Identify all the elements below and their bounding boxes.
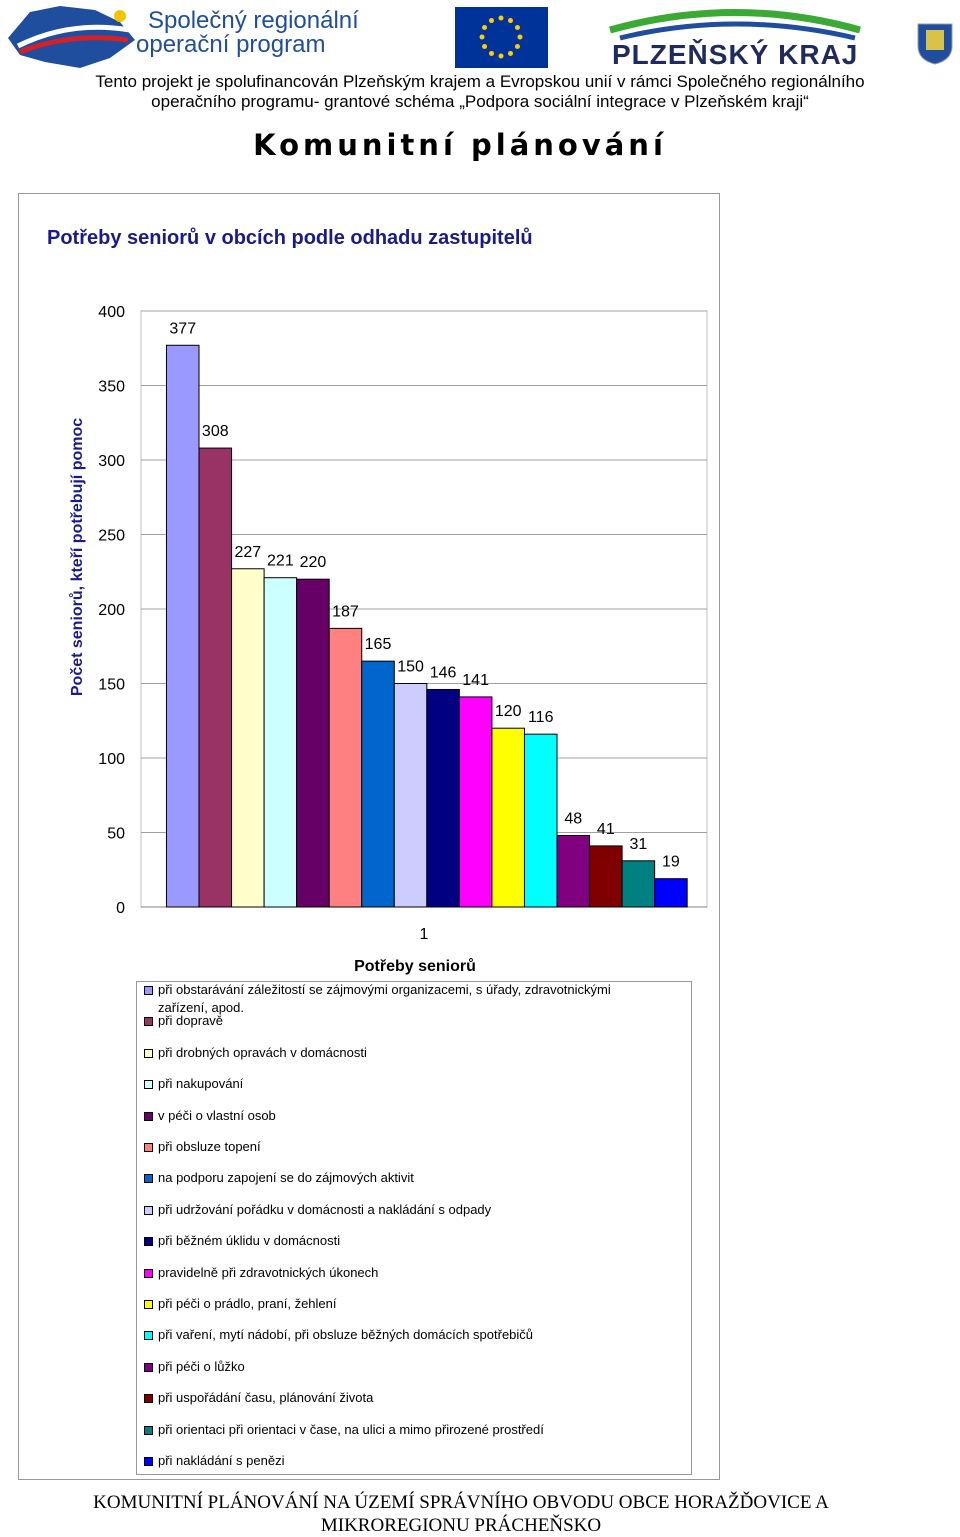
y-tick-label: 50 xyxy=(107,826,125,843)
funding-text: operačního programu- grantové schéma „Po… xyxy=(151,92,809,111)
bar xyxy=(556,834,591,908)
legend-label: při obsluze topení xyxy=(158,1139,261,1154)
y-tick-label: 400 xyxy=(98,304,125,321)
y-tick-label: 150 xyxy=(98,677,125,694)
legend-swatch xyxy=(144,1143,153,1152)
legend-swatch xyxy=(144,1268,153,1278)
footer-text: KOMUNITNÍ PLÁNOVÁNÍ NA ÚZEMÍ SPRÁVNÍHO O… xyxy=(93,1492,829,1513)
legend-swatch xyxy=(144,1111,153,1121)
plzen-logo: PLZEŇSKÝ KRAJ xyxy=(609,9,861,70)
legend-label: při dopravě xyxy=(158,1013,224,1029)
footer-text: MIKROREGIONU PRÁCHEŇSKO xyxy=(320,1515,602,1536)
logo-strip: Společný regionální operační program PLZ… xyxy=(8,6,953,70)
logo-text: PLZEŇSKÝ KRAJ xyxy=(612,39,858,70)
bar xyxy=(263,577,298,908)
legend-label: při vaření, mytí nádobí, při obsluze běž… xyxy=(158,1327,534,1343)
bar xyxy=(296,578,330,908)
logo-text: Společný regionální xyxy=(148,7,359,34)
value-label: 165 xyxy=(365,636,392,653)
value-label: 19 xyxy=(662,854,680,871)
y-tick-label: 0 xyxy=(116,900,125,917)
bar xyxy=(589,845,623,908)
chart-title: Potřeby seniorů v obcích podle odhadu za… xyxy=(47,227,533,249)
bar xyxy=(231,568,265,908)
bar xyxy=(523,733,558,908)
legend-label: při péči o prádlo, praní, žehlení xyxy=(158,1296,337,1311)
legend-swatch xyxy=(144,1237,153,1247)
legend-swatch xyxy=(144,1362,153,1372)
value-label: 308 xyxy=(202,423,229,440)
bar xyxy=(361,660,395,908)
legend-swatch xyxy=(144,1425,153,1435)
value-label: 187 xyxy=(332,603,359,620)
x-tick-label: 1 xyxy=(420,926,429,943)
y-tick-label: 250 xyxy=(98,528,125,545)
bar xyxy=(621,860,656,908)
value-label: 141 xyxy=(462,672,489,689)
bar xyxy=(165,344,200,908)
legend-swatch xyxy=(144,1080,153,1090)
value-label: 146 xyxy=(430,664,457,681)
value-label: 220 xyxy=(300,554,327,571)
value-label: 41 xyxy=(597,821,615,838)
value-label: 221 xyxy=(267,553,294,570)
legend-swatch xyxy=(144,1457,153,1466)
legend-label: pravidelně při zdravotnických úkonech xyxy=(158,1264,379,1280)
legend-label: při udržování pořádku v domácnosti a nak… xyxy=(158,1201,492,1217)
legend-label: při drobných opravách v domácnosti xyxy=(158,1044,367,1060)
legend-swatch xyxy=(144,1048,153,1058)
y-tick-label: 100 xyxy=(98,751,125,768)
legend-swatch xyxy=(144,1205,153,1215)
value-label: 48 xyxy=(564,810,582,827)
legend-swatch xyxy=(144,986,153,995)
legend-label: při nakupování xyxy=(158,1076,244,1092)
value-label: 120 xyxy=(495,703,522,720)
legend-label: při obstarávání záležitostí se zájmovými… xyxy=(158,982,611,1015)
legend-swatch xyxy=(144,1394,153,1404)
legend-label: při péči o lůžko xyxy=(158,1358,245,1374)
legend-swatch xyxy=(144,1300,153,1309)
y-axis-title: Počet seniorů, kteří potřebují pomoc xyxy=(69,418,86,696)
x-axis-title: Potřeby seniorů xyxy=(354,958,476,975)
legend-label: v péči o vlastní osob xyxy=(158,1107,276,1123)
legend-swatch xyxy=(144,1331,153,1341)
legend-swatch xyxy=(144,1017,153,1027)
value-label: 227 xyxy=(234,544,261,561)
coat-of-arms xyxy=(917,23,953,65)
document-title: Komunitní plánování xyxy=(253,128,667,162)
bar xyxy=(393,683,428,908)
legend-label: při orientaci při orientaci v čase, na u… xyxy=(158,1421,544,1437)
srop-logo: Společný regionální operační program xyxy=(8,6,359,68)
bar xyxy=(491,727,525,908)
legend-frame xyxy=(136,981,692,1475)
bar xyxy=(328,627,363,908)
logo-text: operační program xyxy=(136,31,325,58)
eu-flag xyxy=(455,7,548,68)
legend-label: při běžném úklidu v domácnosti xyxy=(158,1233,341,1249)
bar xyxy=(198,447,233,908)
bar xyxy=(426,688,460,908)
value-label: 116 xyxy=(528,709,554,726)
y-tick-label: 300 xyxy=(98,453,125,470)
bar xyxy=(654,878,688,908)
y-tick-label: 200 xyxy=(98,602,125,619)
bar xyxy=(458,696,493,908)
legend-label: na podporu zapojení se do zájmových akti… xyxy=(158,1170,414,1186)
legend-swatch xyxy=(144,1174,153,1184)
legend-label: při nakládání s penězi xyxy=(158,1453,285,1468)
legend-label: při uspořádání času, plánování života xyxy=(158,1390,374,1406)
value-label: 377 xyxy=(169,320,196,337)
value-label: 150 xyxy=(397,659,424,676)
funding-text: Tento projekt je spolufinancován Plzeňsk… xyxy=(95,72,865,91)
y-tick-label: 350 xyxy=(98,379,125,396)
value-label: 31 xyxy=(629,836,647,853)
